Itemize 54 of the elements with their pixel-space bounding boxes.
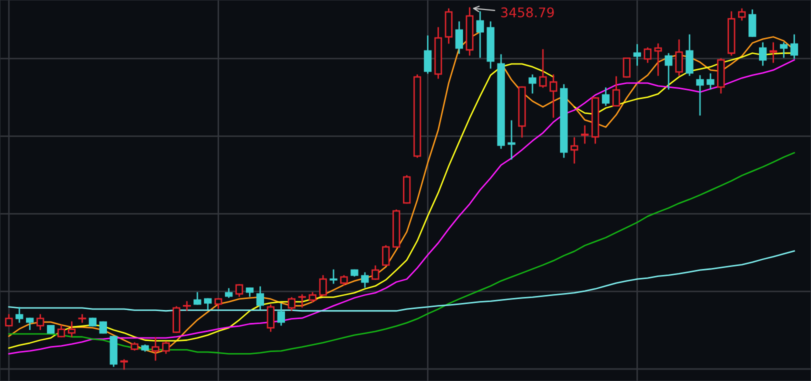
candlestick bbox=[78, 314, 86, 323]
candlestick bbox=[182, 301, 191, 311]
candlestick bbox=[654, 43, 662, 76]
candlestick bbox=[644, 47, 652, 63]
candlestick bbox=[622, 57, 631, 78]
candlestick bbox=[277, 303, 285, 326]
candlestick bbox=[36, 314, 44, 330]
candlestick bbox=[528, 74, 536, 94]
candlestick bbox=[696, 75, 704, 116]
candlestick bbox=[298, 294, 306, 308]
candlestick bbox=[748, 9, 756, 37]
candlestick bbox=[570, 137, 578, 164]
candlestick bbox=[194, 292, 202, 305]
candlestick bbox=[308, 292, 316, 303]
candlestick bbox=[612, 76, 620, 107]
candlestick bbox=[235, 284, 244, 297]
candlestick bbox=[539, 49, 547, 88]
candlestick bbox=[57, 324, 66, 338]
candlestick bbox=[152, 337, 160, 361]
candlestick bbox=[508, 120, 516, 160]
candlestick bbox=[361, 272, 369, 288]
candlestick bbox=[319, 275, 327, 296]
candlestick bbox=[99, 321, 107, 334]
candlestick bbox=[382, 245, 390, 266]
candlestick bbox=[120, 359, 128, 370]
candlestick bbox=[340, 275, 348, 286]
candlestick bbox=[330, 269, 338, 284]
candlestick bbox=[790, 34, 798, 59]
candlestick bbox=[5, 314, 13, 326]
candlestick bbox=[288, 297, 296, 311]
candlestick bbox=[256, 286, 264, 310]
candlestick bbox=[633, 44, 642, 66]
candlestick bbox=[758, 42, 767, 66]
candlestick bbox=[476, 11, 484, 58]
candlestick bbox=[580, 125, 589, 144]
candlestick bbox=[686, 34, 694, 76]
candlestick bbox=[550, 74, 558, 118]
annotation: 3458.79 bbox=[501, 7, 554, 18]
candlestick bbox=[16, 306, 24, 323]
candlestick bbox=[780, 42, 788, 58]
candlestick bbox=[204, 298, 212, 310]
candlestick bbox=[602, 87, 610, 106]
candlestick bbox=[372, 265, 380, 280]
candlestick bbox=[738, 8, 746, 21]
candlestick bbox=[266, 304, 275, 332]
candlestick bbox=[455, 21, 463, 54]
candlestick bbox=[706, 73, 714, 90]
candlestick bbox=[26, 318, 34, 330]
candlestick bbox=[675, 39, 683, 76]
candlestick bbox=[214, 298, 222, 309]
candlestick bbox=[162, 341, 170, 354]
candlestick bbox=[68, 321, 76, 338]
candlestick bbox=[424, 35, 432, 74]
candlestick bbox=[664, 53, 672, 90]
